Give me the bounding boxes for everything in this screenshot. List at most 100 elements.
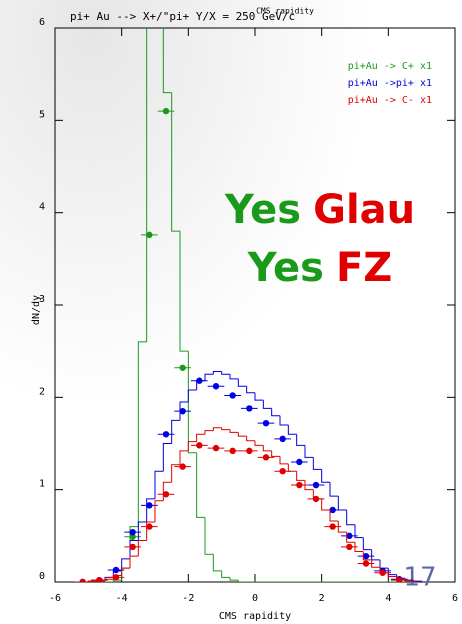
- histogram-step: [187, 441, 197, 451]
- histogram-step: [271, 450, 280, 457]
- histogram-step: [129, 555, 139, 569]
- data-point: [346, 532, 353, 540]
- histogram-step: [346, 532, 355, 543]
- data-point: [396, 576, 403, 582]
- data-point: [96, 576, 103, 582]
- histogram-step: [287, 425, 297, 435]
- histogram-step: [387, 572, 397, 577]
- data-point: [196, 442, 203, 449]
- histogram-step: [412, 581, 422, 582]
- histogram-step: [146, 28, 148, 342]
- annotation: Yes FZ: [247, 245, 393, 291]
- data-point: [229, 447, 236, 455]
- histogram-step: [121, 567, 130, 576]
- data-point: [296, 458, 303, 466]
- x-tick-label: -2: [182, 593, 194, 604]
- histogram-step: [204, 517, 214, 555]
- x-tick-label: 2: [319, 593, 325, 604]
- data-point: [212, 383, 220, 390]
- annotation-word: Glau: [313, 187, 415, 233]
- x-tick-label: -4: [116, 593, 128, 604]
- data-point: [129, 543, 136, 551]
- histogram-step: [221, 570, 230, 578]
- histogram-step: [179, 401, 189, 421]
- data-point: [246, 447, 253, 455]
- data-point: [129, 533, 136, 540]
- y-tick-label: 6: [39, 17, 45, 28]
- histogram-step: [204, 430, 214, 435]
- data-point: [212, 444, 220, 452]
- histogram-step: [196, 452, 205, 518]
- data-point: [346, 543, 353, 551]
- data-point: [362, 552, 370, 560]
- data-point: [379, 569, 386, 576]
- histogram-step: [237, 378, 247, 387]
- data-point: [196, 377, 203, 384]
- histogram-step: [312, 457, 322, 470]
- y-tick-label: 2: [39, 386, 45, 397]
- y-axis-label: dN/dy: [31, 295, 42, 325]
- histogram-step: [212, 554, 222, 572]
- histogram-step: [171, 92, 180, 232]
- data-point: [162, 107, 170, 115]
- data-point: [279, 435, 286, 443]
- data-point: [179, 463, 186, 470]
- annotation-word: FZ: [336, 245, 392, 291]
- histogram-step: [354, 542, 364, 553]
- chart-title: pi+ Au --> X+/"pi+ Y/X = 250 GeV/c: [70, 10, 295, 23]
- data-point: [129, 528, 136, 536]
- y-tick-label: 3: [39, 294, 45, 305]
- histogram-step: [371, 559, 380, 568]
- data-point: [229, 392, 236, 399]
- histogram-step: [171, 464, 180, 483]
- chart-subtitle: CMS rapidity: [256, 7, 314, 16]
- histogram-step: [171, 419, 180, 444]
- data-point: [162, 431, 170, 438]
- plot-area: [74, 28, 423, 582]
- data-point: [262, 454, 270, 461]
- histogram-step: [137, 341, 147, 527]
- histogram-step: [179, 231, 189, 352]
- annotation-word: Yes: [247, 245, 324, 291]
- histogram-step: [121, 558, 130, 571]
- y-tick-label: 5: [39, 109, 45, 120]
- histogram-step: [162, 443, 172, 472]
- histogram-step: [329, 482, 339, 497]
- histogram-step: [237, 580, 247, 582]
- data-point: [112, 566, 120, 574]
- data-point: [179, 407, 186, 415]
- data-point: [262, 419, 270, 427]
- data-point: [279, 468, 286, 475]
- histogram-step: [304, 480, 314, 491]
- histogram-step: [137, 539, 147, 557]
- y-tick-label: 1: [39, 479, 45, 490]
- histogram-step: [362, 551, 372, 561]
- histogram-step: [229, 429, 239, 433]
- histogram-step: [346, 509, 355, 526]
- x-tick-label: 0: [252, 593, 258, 604]
- histogram-step: [112, 579, 122, 582]
- data-point: [312, 481, 320, 489]
- histogram-step: [279, 456, 289, 465]
- histogram-step: [262, 445, 272, 452]
- data-point: [362, 560, 370, 567]
- histogram-step: [321, 469, 330, 483]
- histogram-step: [137, 521, 147, 541]
- data-point: [162, 491, 170, 498]
- histogram-step: [196, 433, 205, 442]
- legend-entry: pi+Au ->pi+ x1: [348, 78, 432, 89]
- histogram-step: [146, 498, 155, 522]
- data-point: [329, 506, 336, 514]
- data-point: [146, 523, 153, 530]
- histogram-step: [362, 537, 372, 551]
- histogram-step: [212, 427, 222, 431]
- histogram-step: [337, 521, 347, 533]
- histogram-step: [321, 498, 330, 511]
- histogram-step: [271, 408, 280, 417]
- histogram-step: [221, 427, 230, 431]
- data-point: [179, 364, 186, 371]
- histogram-step: [296, 471, 305, 481]
- histogram-step: [154, 500, 164, 522]
- histogram-step: [262, 400, 272, 409]
